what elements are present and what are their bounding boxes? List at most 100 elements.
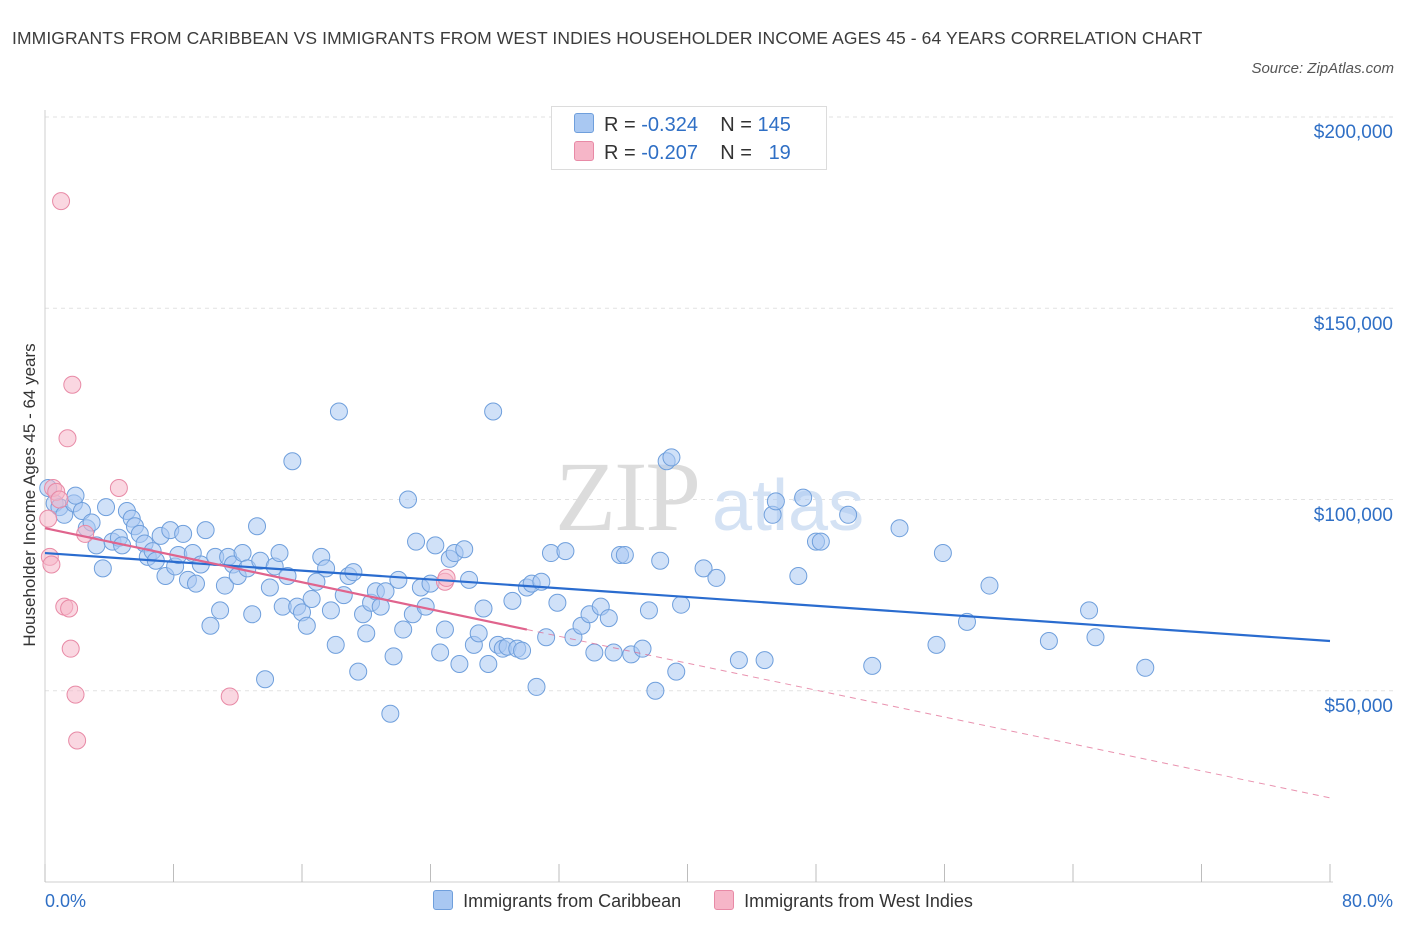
point-caribbean — [789, 567, 808, 585]
point-caribbean — [479, 654, 498, 673]
point-caribbean — [839, 505, 858, 524]
point-caribbean — [1086, 628, 1105, 647]
point-caribbean — [537, 628, 556, 647]
point-caribbean — [174, 524, 193, 543]
point-caribbean — [927, 635, 946, 654]
point-caribbean — [201, 616, 220, 635]
point-caribbean — [707, 568, 726, 587]
n-label: N = — [720, 114, 752, 136]
point-caribbean — [980, 576, 999, 595]
point-caribbean — [450, 654, 469, 673]
point-caribbean — [256, 670, 275, 689]
point-caribbean — [211, 601, 230, 620]
point-west-indies — [58, 429, 77, 448]
point-caribbean — [639, 601, 658, 620]
point-west-indies — [109, 479, 128, 498]
source-credit: Source: ZipAtlas.com — [1251, 60, 1394, 77]
point-caribbean — [344, 563, 363, 582]
point-caribbean — [662, 448, 681, 467]
trend-lines — [44, 527, 1331, 799]
series-caribbean — [39, 402, 1155, 723]
point-caribbean — [863, 656, 882, 675]
point-caribbean — [381, 704, 400, 723]
point-caribbean — [890, 519, 909, 538]
point-caribbean — [484, 402, 503, 421]
r-label: R = — [604, 114, 636, 136]
point-caribbean — [407, 532, 426, 551]
point-caribbean — [326, 635, 345, 654]
point-caribbean — [97, 498, 116, 517]
point-caribbean — [384, 647, 403, 666]
legend-item-caribbean: Immigrants from Caribbean — [433, 890, 681, 912]
point-west-indies — [52, 192, 71, 211]
trend-line-west-indies — [44, 527, 528, 631]
point-caribbean — [933, 544, 952, 563]
point-caribbean — [548, 593, 567, 612]
point-caribbean — [233, 544, 252, 563]
n-value: 19 — [768, 142, 791, 164]
point-caribbean — [694, 559, 713, 578]
point-caribbean — [460, 570, 479, 589]
point-west-indies — [39, 509, 58, 528]
point-caribbean — [766, 492, 785, 511]
series-legend: Immigrants from Caribbean Immigrants fro… — [0, 890, 1406, 912]
r-label: R = — [604, 142, 636, 164]
point-caribbean — [302, 589, 321, 608]
x-tick-label-min: 0.0% — [45, 891, 87, 911]
point-caribbean — [503, 591, 522, 610]
point-caribbean — [469, 624, 488, 643]
point-caribbean — [215, 576, 234, 595]
point-caribbean — [389, 570, 408, 589]
legend-item-west-indies: Immigrants from West Indies — [714, 890, 973, 912]
point-caribbean — [513, 641, 532, 660]
point-caribbean — [1080, 601, 1099, 620]
point-caribbean — [329, 402, 348, 421]
trend-extension-west-indies — [526, 629, 1331, 799]
point-caribbean — [321, 601, 340, 620]
x-tick-label-max: 80.0% — [1341, 891, 1393, 911]
point-west-indies — [76, 524, 95, 543]
point-caribbean — [270, 544, 289, 563]
point-caribbean — [260, 578, 279, 597]
point-west-indies — [50, 490, 69, 509]
point-caribbean — [794, 488, 813, 507]
point-caribbean — [729, 651, 748, 670]
r-value: -0.324 — [641, 114, 698, 136]
point-caribbean — [426, 536, 445, 555]
trend-line-caribbean — [44, 551, 1331, 643]
y-tick-label: $200,000 — [1313, 122, 1393, 143]
correlation-legend: R = -0.324 N = 145 R = -0.207 N = 19 — [551, 106, 827, 170]
r-value: -0.207 — [641, 142, 698, 164]
y-axis-label: Householder Income Ages 45 - 64 years — [20, 343, 39, 647]
y-tick-label: $100,000 — [1313, 505, 1393, 526]
point-caribbean — [474, 599, 493, 618]
point-caribbean — [317, 559, 336, 578]
point-caribbean — [349, 662, 368, 681]
point-west-indies — [61, 639, 80, 658]
legend-row-caribbean: R = -0.324 N = 145 — [574, 113, 791, 137]
point-caribbean — [1039, 632, 1058, 651]
series-west-indies — [39, 192, 456, 750]
point-caribbean — [186, 574, 205, 593]
point-caribbean — [399, 490, 418, 509]
point-caribbean — [248, 517, 267, 536]
point-west-indies — [437, 568, 456, 587]
point-caribbean — [672, 595, 691, 614]
point-caribbean — [196, 521, 215, 540]
gridlines — [45, 116, 1394, 692]
point-caribbean — [957, 612, 976, 631]
legend-label: Immigrants from West Indies — [744, 891, 973, 911]
legend-swatch-caribbean — [574, 113, 594, 133]
point-west-indies — [66, 685, 85, 704]
point-caribbean — [394, 620, 413, 639]
point-caribbean — [667, 662, 686, 681]
legend-swatch-caribbean — [433, 890, 454, 910]
legend-swatch-west-indies — [574, 141, 594, 161]
n-value: 145 — [757, 114, 791, 136]
point-caribbean — [283, 452, 302, 471]
point-caribbean — [811, 532, 830, 551]
point-west-indies — [60, 599, 79, 618]
point-caribbean — [66, 486, 85, 505]
y-tick-label: $50,000 — [1324, 696, 1393, 717]
